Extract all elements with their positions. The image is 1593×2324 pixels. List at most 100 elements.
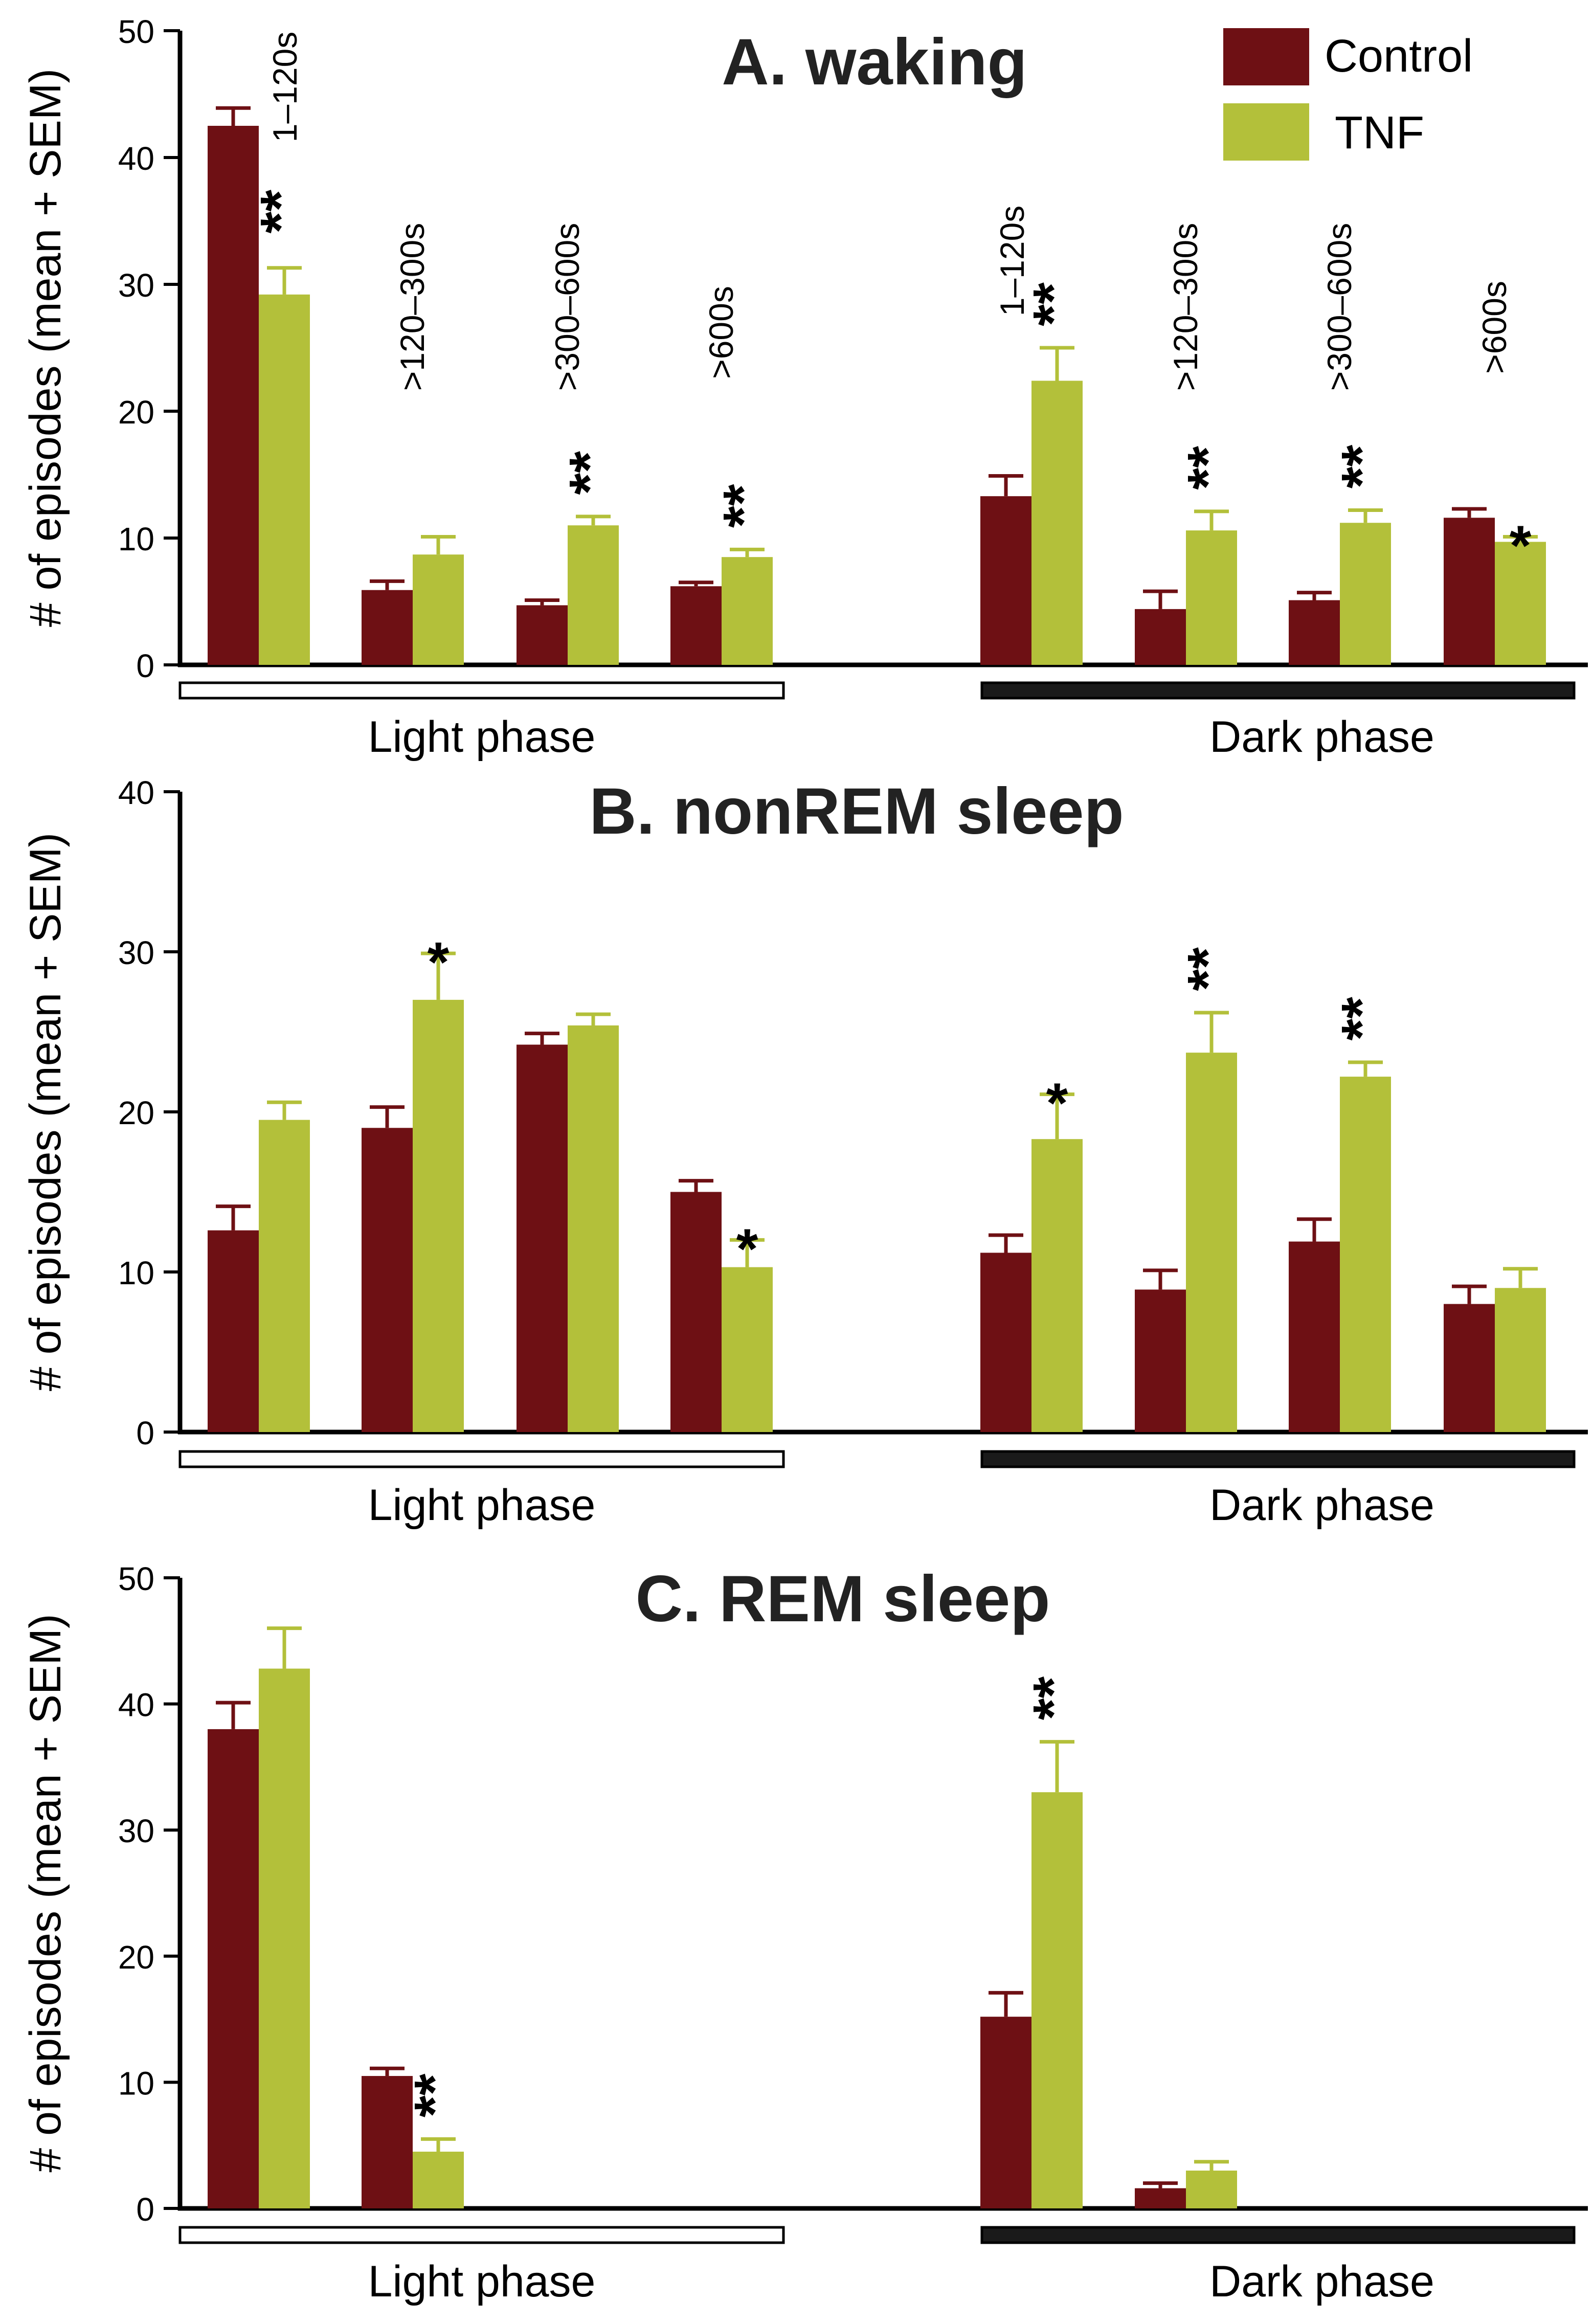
dark-phase-bar (980, 1450, 1576, 1468)
significance-marker: ** (1022, 1677, 1085, 1720)
bar-tnf-5 (1031, 1792, 1083, 2208)
dark-phase-label: Dark phase (1209, 1481, 1434, 1530)
y-axis-label: # of episodes (mean + SEM) (21, 69, 70, 627)
category-label: >300–600s (1320, 223, 1358, 391)
bar-control-6 (1135, 2188, 1186, 2208)
category-label: >120–300s (393, 223, 431, 391)
category-label: >300–600s (548, 223, 586, 391)
significance-marker: ** (1176, 446, 1239, 490)
y-tick-label: 20 (118, 394, 154, 431)
bar-control-5 (980, 496, 1031, 665)
significance-marker: ** (1176, 947, 1239, 991)
panel-title: B. nonREM sleep (589, 775, 1124, 848)
y-tick-label: 20 (118, 1939, 154, 1976)
panel-3: C. REM sleep # of episodes (mean + SEM) 0 1… (21, 1560, 1588, 2306)
bar-tnf-6 (1186, 530, 1237, 665)
light-phase-label: Light phase (368, 2257, 596, 2306)
significance-marker: ** (1022, 282, 1085, 326)
significance-marker: ** (1330, 444, 1393, 488)
bar-tnf-5 (1031, 381, 1083, 665)
dark-phase-label: Dark phase (1209, 712, 1434, 762)
bar-tnf-3 (568, 1025, 619, 1432)
bar-tnf-1 (259, 1120, 310, 1432)
significance-marker: ** (558, 451, 621, 495)
legend-swatch-control (1223, 28, 1309, 85)
bar-tnf-2 (413, 999, 464, 1432)
bar-control-2 (362, 2076, 413, 2208)
light-phase-label: Light phase (368, 712, 596, 762)
bar-tnf-5 (1031, 1139, 1083, 1432)
bar-control-7 (1289, 1241, 1340, 1432)
panel-title: C. REM sleep (636, 1562, 1050, 1636)
significance-marker: ** (712, 484, 775, 528)
bar-tnf-1 (259, 294, 310, 665)
panel-title: A. waking (722, 26, 1027, 99)
bar-control-7 (1289, 600, 1340, 665)
y-tick-label: 0 (136, 2191, 154, 2228)
y-tick-label: 50 (118, 1560, 154, 1597)
y-axis-label: # of episodes (mean + SEM) (21, 1614, 70, 2172)
light-phase-bar (178, 1450, 785, 1468)
light-phase-bar (178, 681, 785, 700)
bar-tnf-4 (722, 557, 773, 665)
bar-control-2 (362, 590, 413, 665)
y-tick-label: 30 (118, 934, 154, 971)
bar-tnf-6 (1186, 2171, 1237, 2208)
bar-control-5 (980, 2017, 1031, 2208)
category-label: 1–120s (993, 206, 1031, 317)
significance-marker: * (736, 1217, 758, 1280)
bar-control-5 (980, 1253, 1031, 1432)
bar-control-1 (208, 1729, 259, 2208)
bar-tnf-4 (722, 1267, 773, 1432)
significance-marker: * (1046, 1072, 1068, 1135)
dark-phase-label: Dark phase (1209, 2257, 1434, 2306)
bar-tnf-2 (413, 2152, 464, 2208)
bar-control-8 (1444, 1304, 1495, 1432)
y-tick-label: 20 (118, 1094, 154, 1131)
significance-marker: ** (1330, 997, 1393, 1041)
bar-tnf-7 (1340, 1077, 1391, 1432)
y-tick-label: 30 (118, 267, 154, 304)
significance-marker: ** (249, 190, 312, 234)
significance-marker: * (1510, 515, 1532, 577)
bar-tnf-3 (568, 525, 619, 665)
y-tick-label: 40 (118, 140, 154, 177)
category-label: >120–300s (1166, 223, 1204, 391)
y-tick-label: 50 (118, 13, 154, 50)
dark-phase-bar (980, 2226, 1576, 2244)
dark-phase-bar (980, 681, 1576, 700)
y-tick-label: 10 (118, 521, 154, 557)
y-axis-label: # of episodes (mean + SEM) (21, 833, 70, 1391)
bar-tnf-7 (1340, 523, 1391, 665)
significance-marker: ** (403, 2073, 466, 2117)
y-tick-label: 0 (136, 1415, 154, 1451)
legend-label-control: Control (1325, 31, 1473, 82)
y-tick-label: 40 (118, 1687, 154, 1724)
light-phase-bar (178, 2226, 785, 2244)
legend-label-tnf: TNF (1335, 107, 1424, 159)
bar-control-6 (1135, 1289, 1186, 1432)
panel-2: B. nonREM sleep # of episodes (mean + SEM… (21, 774, 1588, 1530)
y-tick-label: 0 (136, 647, 154, 684)
legend-swatch-tnf (1223, 103, 1309, 161)
category-label: 1–120s (266, 32, 304, 143)
y-tick-label: 10 (118, 1255, 154, 1291)
bar-control-1 (208, 126, 259, 665)
bar-control-4 (670, 1192, 722, 1432)
light-phase-label: Light phase (368, 1481, 596, 1530)
bar-control-2 (362, 1128, 413, 1432)
bar-control-1 (208, 1230, 259, 1432)
significance-marker: * (428, 931, 450, 994)
legend: Control TNF (1223, 28, 1473, 161)
category-label: >600s (702, 286, 740, 379)
bar-tnf-8 (1495, 1288, 1546, 1432)
y-tick-label: 30 (118, 1813, 154, 1849)
y-tick-label: 40 (118, 774, 154, 811)
bar-control-8 (1444, 518, 1495, 665)
bar-tnf-8 (1495, 542, 1546, 665)
bar-control-3 (517, 1044, 568, 1432)
category-label: >600s (1475, 281, 1513, 374)
bar-tnf-2 (413, 554, 464, 665)
bar-control-6 (1135, 609, 1186, 665)
